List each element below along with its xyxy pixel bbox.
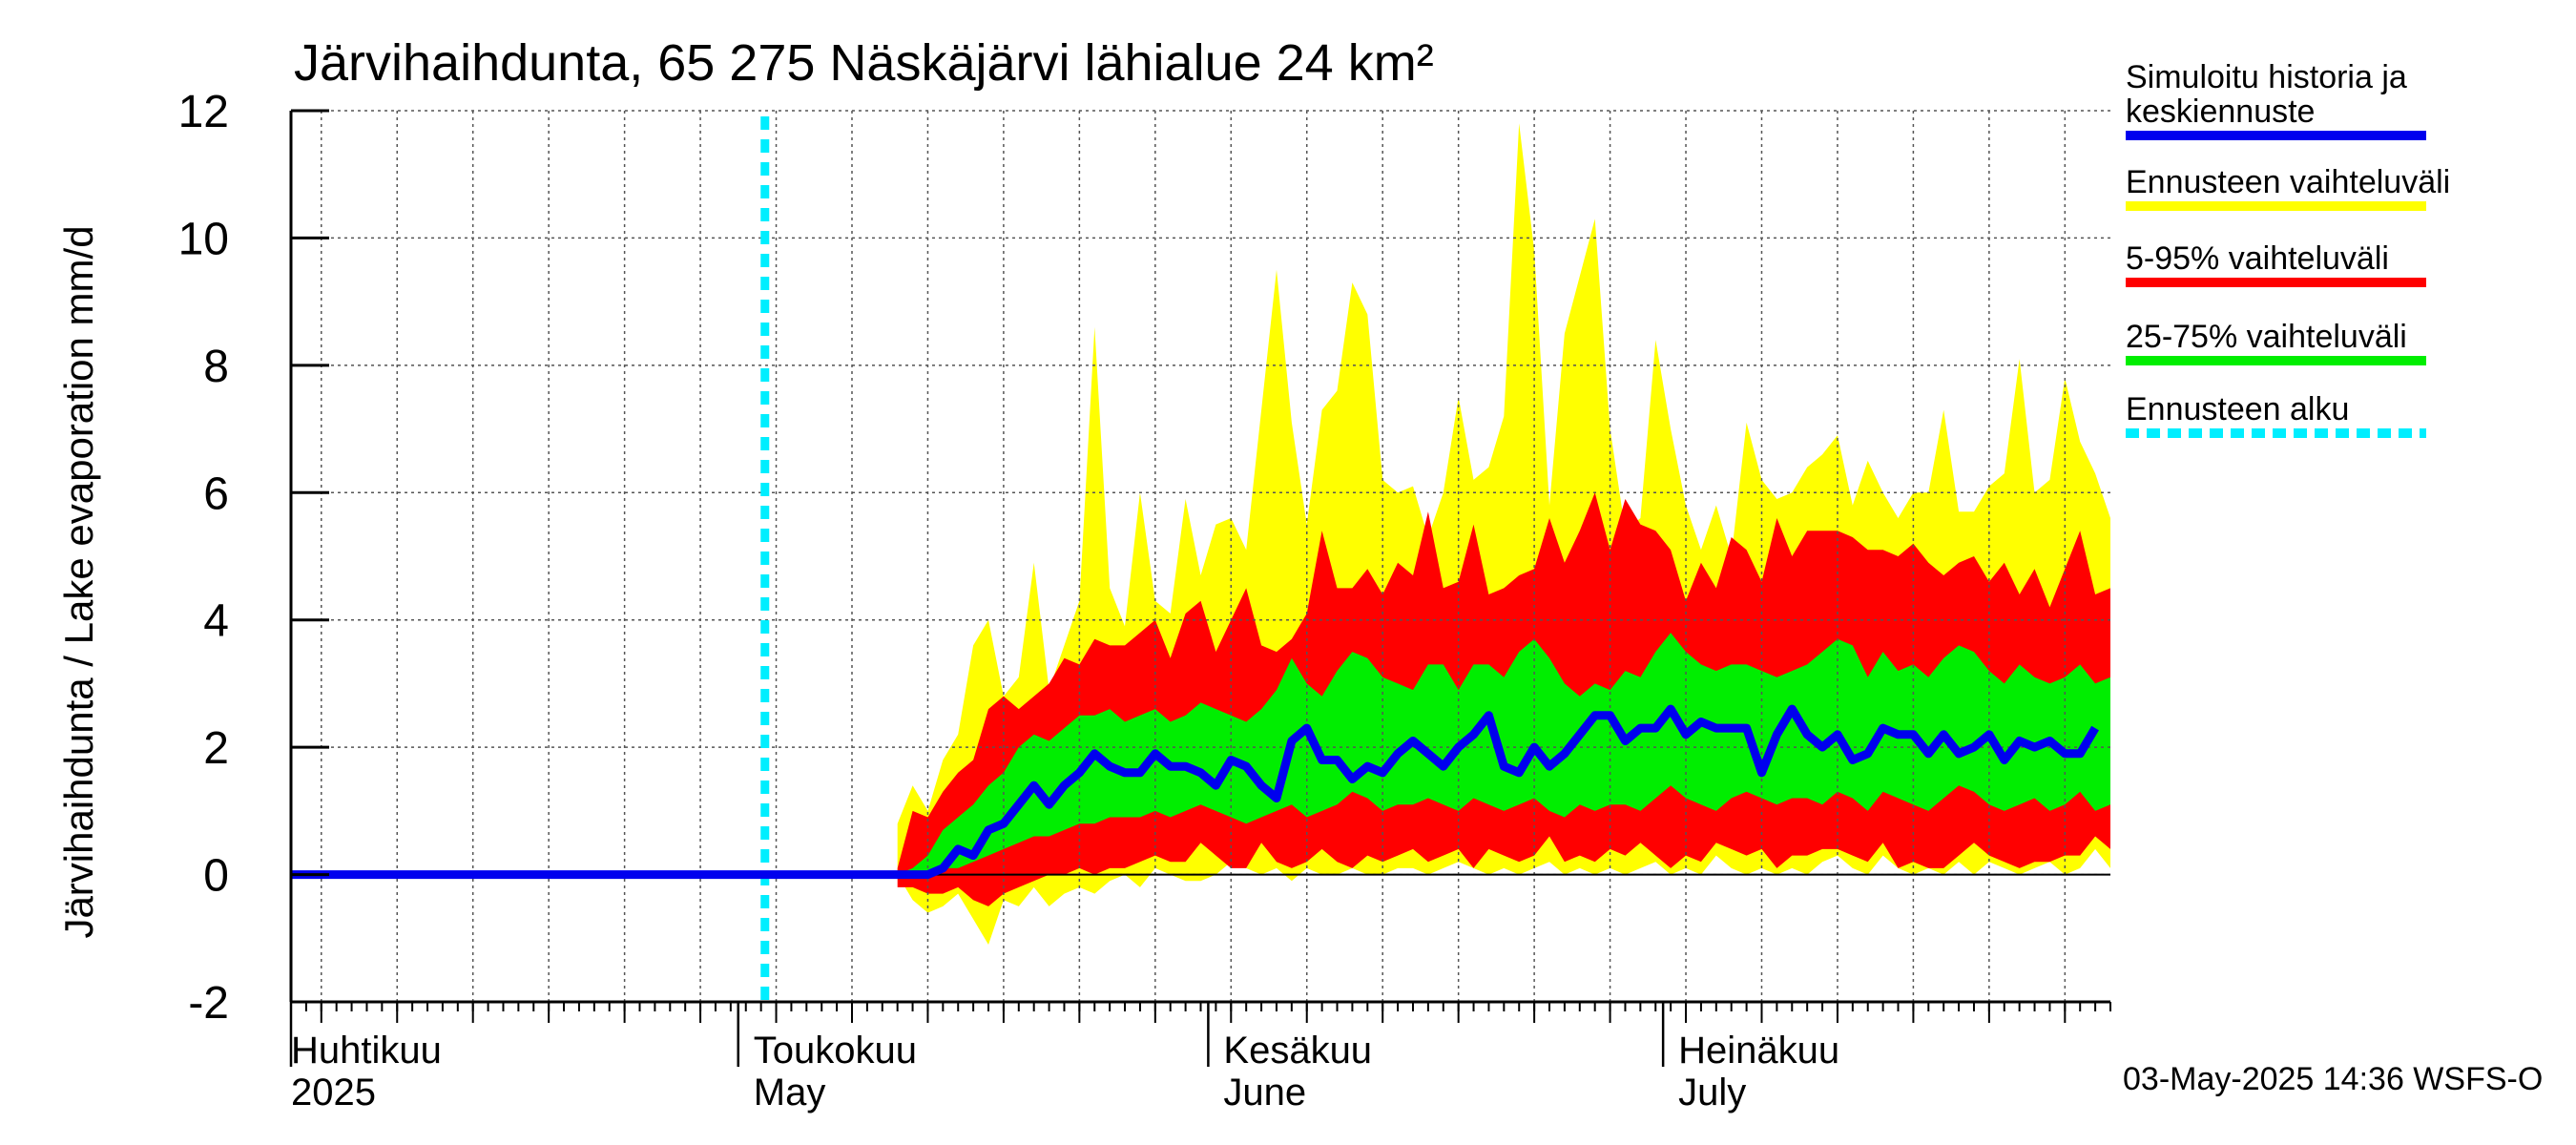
grid-lines xyxy=(291,110,2110,1002)
y-tick-label: -2 xyxy=(188,978,229,1029)
month-label-en: 2025 xyxy=(291,1072,376,1114)
month-label-fi: Heinäkuu xyxy=(1678,1030,1839,1072)
y-tick-label: 6 xyxy=(203,468,229,519)
y-tick-label: 10 xyxy=(178,214,229,264)
legend-label: 25-75% vaihteluväli xyxy=(2126,319,2407,355)
chart-title: Järvihaihdunta, 65 275 Näskäjärvi lähial… xyxy=(294,34,1434,92)
y-ticks: -2 0 2 4 6 8 10 12 xyxy=(178,87,329,1029)
median-line-layer xyxy=(291,704,2099,880)
y-tick-label: 0 xyxy=(203,851,229,902)
month-label-en: July xyxy=(1678,1072,1746,1114)
y-tick-label: 4 xyxy=(203,596,229,647)
month-label-fi: Toukokuu xyxy=(754,1030,917,1072)
legend-label: Ennusteen alku xyxy=(2126,391,2349,427)
y-tick-label: 8 xyxy=(203,342,229,392)
month-label-en: June xyxy=(1223,1072,1306,1114)
y-axis-label: Järvihaihdunta / Lake evaporation mm/d xyxy=(56,225,101,938)
y-tick-label: 2 xyxy=(203,723,229,774)
month-label-en: May xyxy=(754,1072,826,1114)
month-label-fi: Huhtikuu xyxy=(291,1030,442,1072)
y-tick-label: 12 xyxy=(178,87,229,137)
legend-label: keskiennuste xyxy=(2126,94,2315,130)
timestamp: 03-May-2025 14:36 WSFS-O xyxy=(2123,1061,2543,1097)
month-label-fi: Kesäkuu xyxy=(1223,1030,1372,1072)
legend-label: Ennusteen vaihteluväli xyxy=(2126,164,2450,200)
median-line xyxy=(291,704,2099,880)
legend-label: Simuloitu historia ja xyxy=(2126,59,2407,95)
x-ticks xyxy=(289,1002,2111,1067)
legend-label: 5-95% vaihteluväli xyxy=(2126,240,2389,277)
